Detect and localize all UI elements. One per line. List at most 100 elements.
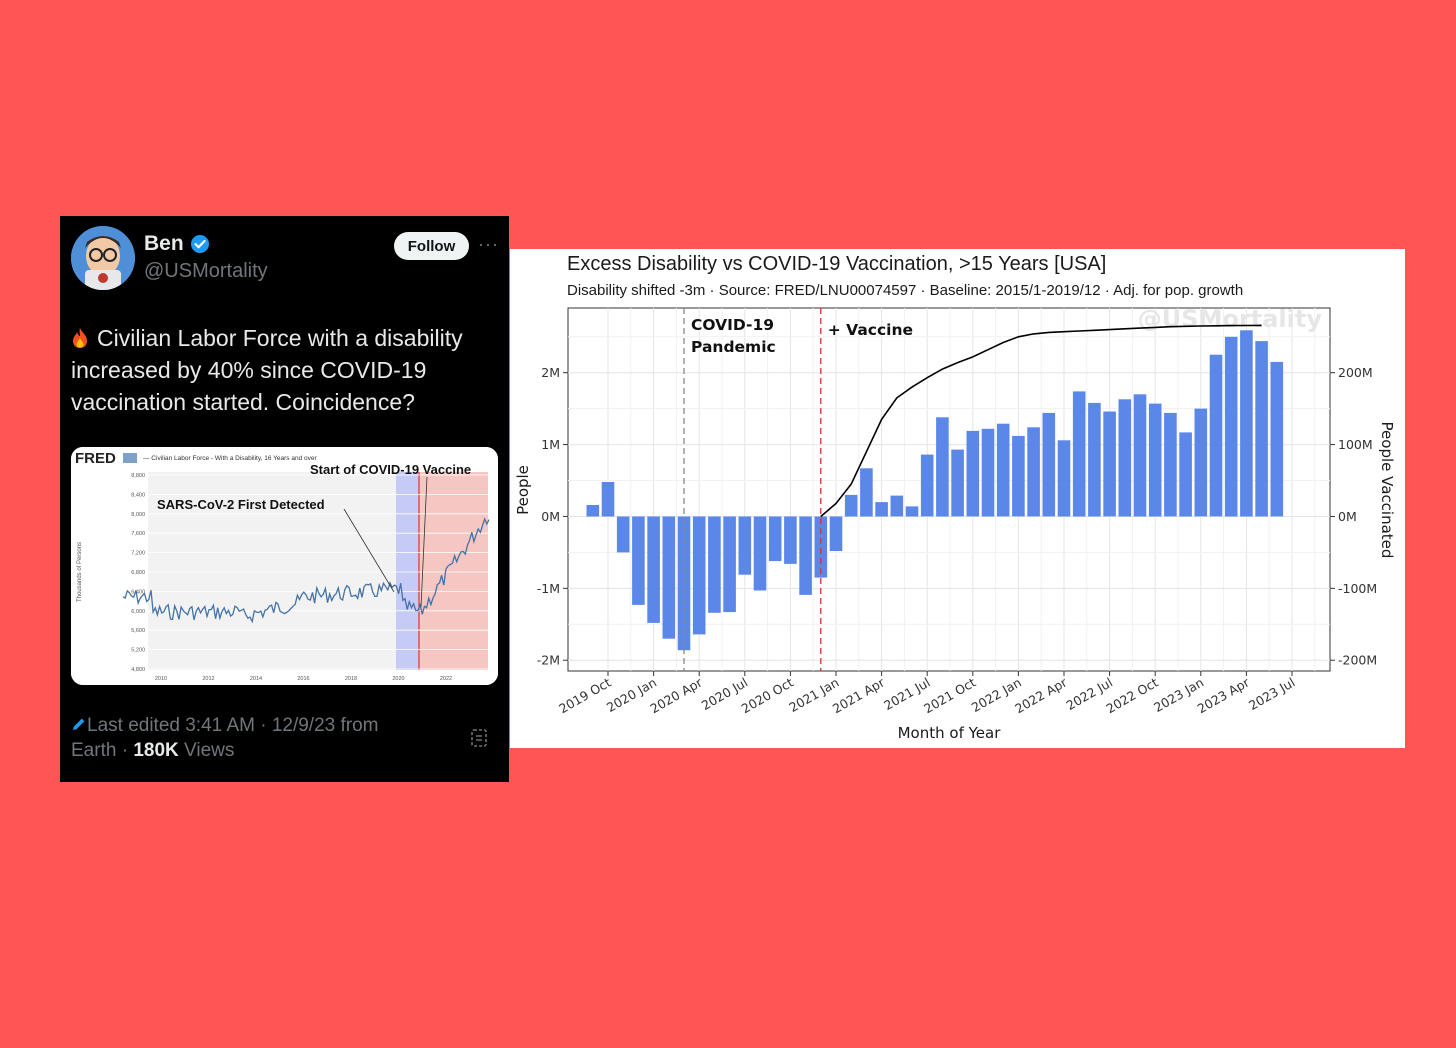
y2-tick-label: 0M: [1338, 509, 1357, 524]
bar: [1209, 354, 1223, 517]
bar: [1270, 361, 1284, 517]
x-tick-label: 2023 Apr: [1195, 674, 1253, 716]
x-tick-label: 2021 Apr: [830, 674, 888, 716]
bar: [1042, 412, 1056, 517]
fred-x-tick-label: 2014: [250, 676, 262, 682]
x-tick-label: 2020 Apr: [647, 674, 705, 716]
fire-icon: [73, 328, 87, 348]
bar: [738, 516, 752, 575]
location-text: Earth ·: [71, 740, 134, 761]
bar: [1133, 394, 1147, 517]
fred-y-tick-label: 8,400: [131, 492, 145, 498]
more-options-icon[interactable]: ···: [478, 234, 499, 254]
y-tick-label: 1M: [541, 437, 560, 452]
fred-y-tick-label: 5,600: [131, 628, 145, 634]
fred-y-tick-label: 8,800: [131, 473, 145, 479]
avatar[interactable]: [71, 226, 135, 290]
fred-sars-arrow: [343, 508, 395, 593]
bar: [784, 516, 797, 564]
bar: [1012, 435, 1025, 517]
bar: [647, 516, 660, 623]
bar: [1224, 336, 1238, 517]
y2-tick-label: -200M: [1338, 653, 1377, 668]
fred-vaccine-arrow: [420, 476, 428, 608]
verified-badge-icon: [190, 235, 209, 253]
fred-y-tick-label: 8,000: [131, 512, 145, 518]
bar: [692, 516, 706, 635]
bar: [829, 516, 843, 551]
last-edited-text[interactable]: Last edited 3:41 AM · 12/9/23 from: [87, 715, 379, 736]
fred-x-tick-label: 2018: [345, 676, 357, 682]
fred-sars-annotation: SARS-CoV-2 First Detected: [157, 497, 325, 512]
fred-chart-icon: [123, 453, 137, 463]
excess-disability-chart: @USMortality COVID-19 Pandemic + Vaccine 2…: [510, 249, 1405, 748]
x-tick-label: 2023 Jul: [1246, 675, 1298, 713]
fred-chart-svg: FRED — Civilian Labor Force - With a Dis…: [71, 447, 498, 685]
annotation-label: Pandemic: [691, 338, 776, 356]
display-name[interactable]: Ben: [144, 232, 210, 256]
fred-y-tick-label: 4,800: [131, 667, 145, 673]
fred-y-axis-label: Thousands of Persons: [77, 542, 83, 602]
bar: [890, 495, 904, 517]
chart-subtitle: Disability shifted -3m · Source: FRED/LN…: [567, 282, 1244, 299]
bar: [1088, 402, 1101, 517]
fred-vaccine-annotation: Start of COVID-19 Vaccine: [310, 462, 471, 477]
fred-x-tick-label: 2010: [155, 676, 167, 682]
bar: [753, 516, 767, 591]
fred-y-tick-label: 7,200: [131, 551, 145, 557]
fred-y-tick-label: 7,600: [131, 531, 145, 537]
annotation-label: + Vaccine: [828, 321, 913, 339]
fred-y-tick-label: 5,200: [131, 648, 145, 654]
fred-logo: FRED: [75, 450, 116, 467]
bar: [1103, 411, 1116, 517]
bar: [1072, 391, 1086, 517]
follow-button[interactable]: Follow: [394, 232, 469, 260]
tweet-card: Ben @USMortality Follow ··· Civilian Lab…: [60, 216, 509, 782]
bar: [601, 482, 615, 517]
bar: [860, 468, 873, 517]
fred-x-tick-label: 2012: [202, 676, 214, 682]
vaccination-line: [820, 324, 1262, 518]
y-tick-label: -2M: [537, 653, 560, 668]
bar: [996, 423, 1010, 517]
bar: [1118, 399, 1132, 517]
bar: [799, 516, 812, 595]
annotation-label: COVID-19: [691, 316, 774, 334]
user-handle[interactable]: @USMortality: [144, 260, 268, 282]
bar: [723, 516, 736, 613]
fred-legend: — Civilian Labor Force - With a Disabili…: [143, 455, 317, 462]
fred-y-tick-label: 6,400: [131, 589, 145, 595]
bar: [1148, 403, 1162, 517]
fred-x-tick-label: 2016: [297, 676, 309, 682]
y2-tick-label: 100M: [1338, 437, 1373, 452]
bar: [1194, 408, 1208, 517]
x-tick-label: 2021 Oct: [921, 675, 978, 717]
bar: [1057, 440, 1071, 517]
y2-tick-label: 200M: [1338, 365, 1373, 380]
embedded-fred-chart[interactable]: FRED — Civilian Labor Force - With a Dis…: [71, 447, 498, 685]
bar: [981, 428, 995, 517]
y-tick-label: -1M: [537, 581, 560, 596]
bar: [632, 516, 645, 605]
fred-y-tick-label: 6,000: [131, 609, 145, 615]
views-label: Views: [178, 740, 235, 761]
bar: [662, 516, 676, 639]
bar: [586, 505, 600, 517]
chart-title: Excess Disability vs COVID-19 Vaccinatio…: [567, 253, 1107, 275]
bar: [708, 516, 721, 613]
bar-series: [586, 330, 1284, 651]
bar: [768, 516, 782, 562]
y2-axis-label: People Vaccinated: [1378, 422, 1396, 559]
bar: [966, 430, 980, 517]
bar: [936, 417, 949, 517]
views-count: 180K: [133, 740, 179, 761]
x-axis-label: Month of Year: [898, 724, 1002, 742]
view-analytics-icon[interactable]: [470, 728, 488, 748]
tweet-body-text: Civilian Labor Force with a disability i…: [71, 325, 463, 415]
bar: [1027, 427, 1040, 517]
fred-recession-shade: [396, 472, 419, 670]
y2-tick-label: -100M: [1338, 581, 1377, 596]
x-tick-label: 2019 Oct: [556, 675, 613, 717]
fred-x-tick-label: 2022: [440, 676, 452, 682]
fred-y-tick-label: 6,800: [131, 570, 145, 576]
